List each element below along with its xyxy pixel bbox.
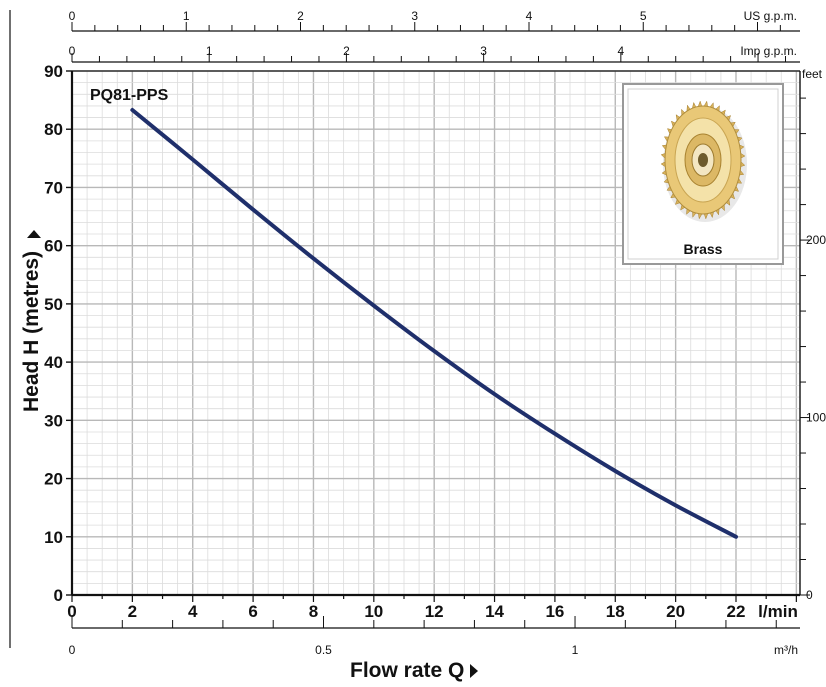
y-axis-arrow-icon [27, 230, 41, 238]
x-tick-label: 14 [485, 602, 504, 621]
inset-label: Brass [684, 241, 723, 257]
us-gpm-tick-label: 5 [640, 9, 647, 23]
y-tick-label: 20 [44, 470, 63, 489]
m3h-tick-label: 0 [69, 643, 76, 657]
inset-inner-frame [627, 88, 779, 260]
y-tick-label: 60 [44, 237, 63, 256]
brass-impeller-image [660, 100, 747, 222]
series-label: PQ81-PPS [90, 87, 169, 104]
feet-unit-label: feet [802, 67, 823, 81]
y-axis-title: Head H (metres) [20, 251, 43, 412]
x-axis-title-group: Flow rate Q [350, 659, 478, 682]
x-tick-label: 16 [545, 602, 564, 621]
x-tick-label: 4 [188, 602, 198, 621]
imp-gpm-tick-label: 2 [343, 44, 350, 58]
us-gpm-tick-label: 3 [411, 9, 418, 23]
y-tick-label: 10 [44, 528, 63, 547]
top-axes: 0 1 2 3 4 5 US g.p.m. 0 1 2 3 4 Imp g.p.m. [69, 9, 800, 63]
imp-gpm-tick-label: 1 [206, 44, 213, 58]
x-tick-label: 6 [248, 602, 257, 621]
m3h-tick-label: 0.5 [315, 643, 332, 657]
x-tick-label: 18 [606, 602, 625, 621]
series-line-PQ81-PPS [130, 108, 738, 539]
imp-gpm-unit-label: Imp g.p.m. [740, 44, 797, 58]
y-tick-label: 30 [44, 411, 63, 430]
imp-gpm-tick-label: 4 [617, 44, 624, 58]
axes [66, 70, 810, 629]
x-tick-label: 8 [309, 602, 318, 621]
y-tick-label: 90 [44, 62, 63, 81]
x-tick-label: 2 [128, 602, 137, 621]
us-gpm-unit-label: US g.p.m. [744, 9, 797, 23]
y-tick-label: 50 [44, 295, 63, 314]
us-gpm-tick-label: 4 [526, 9, 533, 23]
x-tick-label: 12 [425, 602, 444, 621]
x-tick-label: 10 [364, 602, 383, 621]
y-tick-label: 0 [54, 586, 63, 605]
x-tick-label: 20 [666, 602, 685, 621]
feet-tick-label: 100 [806, 411, 826, 425]
x-axis-arrow-icon [470, 664, 478, 678]
tick-labels: 0 2 4 6 8 10 12 14 16 18 20 22 l/min0102030405060708… [44, 62, 826, 657]
y-axis-title-group: Head H (metres) [20, 230, 43, 412]
x-unit-label: l/min [758, 602, 798, 621]
series [130, 108, 738, 539]
feet-tick-label: 200 [806, 233, 826, 247]
impeller-inset: Brass [622, 83, 784, 265]
us-gpm-tick-label: 1 [183, 9, 190, 23]
imp-gpm-tick-label: 0 [69, 44, 76, 58]
imp-gpm-tick-label: 3 [480, 44, 487, 58]
m3h-tick-label: 1 [572, 643, 579, 657]
feet-tick-label: 0 [806, 588, 813, 602]
y-tick-label: 70 [44, 178, 63, 197]
us-gpm-tick-label: 0 [69, 9, 76, 23]
y-tick-label: 40 [44, 353, 63, 372]
us-gpm-tick-label: 2 [297, 9, 304, 23]
x-tick-label: 0 [67, 602, 76, 621]
x-tick-label: 22 [727, 602, 746, 621]
x-axis-title: Flow rate Q [350, 659, 464, 682]
m3h-unit-label: m³/h [774, 643, 798, 657]
y-tick-label: 80 [44, 120, 63, 139]
